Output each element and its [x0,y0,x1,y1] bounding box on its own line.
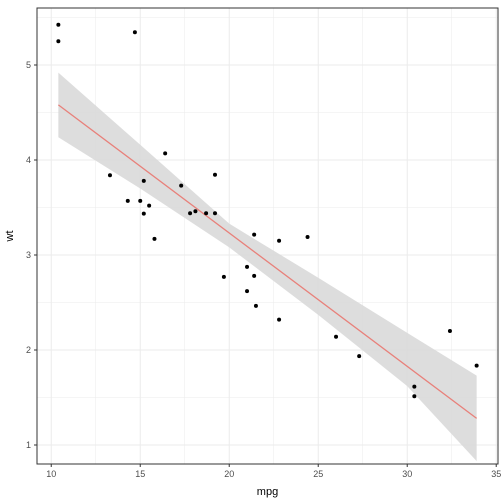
y-tick-label: 4 [26,155,31,165]
y-tick-label: 5 [26,60,31,70]
data-point [125,198,130,203]
x-tick-label: 15 [135,469,145,479]
y-tick-label: 1 [26,440,31,450]
data-point [412,394,417,399]
data-point [474,363,479,368]
panel-border [36,7,499,465]
data-point [252,273,257,278]
x-tick-label: 30 [402,469,412,479]
x-axis-title: mpg [257,486,278,498]
data-point [357,354,362,359]
data-point [253,303,258,308]
data-point [147,203,152,208]
x-tick-label: 25 [313,469,323,479]
y-axis-title: wt [4,231,16,243]
data-point [107,173,112,178]
data-point [141,178,146,183]
x-tick-label: 35 [491,469,501,479]
data-point [204,211,209,216]
data-point [152,236,157,241]
data-point [447,329,452,333]
data-point [334,334,339,339]
data-point [412,384,417,389]
data-point [132,30,137,35]
data-point [305,234,310,239]
data-point [252,232,257,237]
data-points [56,22,479,399]
data-point [245,289,250,294]
data-point [245,264,250,269]
confidence-band [58,72,477,462]
data-point [188,211,193,216]
x-tick-label: 20 [224,469,234,479]
data-point [277,238,282,243]
data-point [212,211,217,216]
y-tick-label: 3 [26,250,31,260]
regression-line [57,104,478,419]
data-point [138,198,143,203]
data-point [212,172,217,177]
y-tick-label: 2 [26,345,31,355]
y-axis: 1 2 3 4 5 [26,60,37,450]
x-tick-label: 10 [46,469,56,479]
data-point [221,274,226,279]
data-point [56,22,61,27]
data-point [141,211,146,216]
data-point [193,209,198,214]
data-point [179,183,184,188]
data-point [277,317,282,322]
data-point [56,39,61,44]
x-axis: 10 15 20 25 30 35 [46,464,501,479]
data-point [163,151,168,156]
